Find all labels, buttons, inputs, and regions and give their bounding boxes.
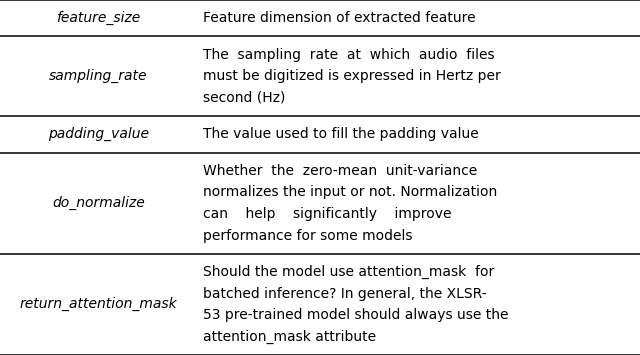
Text: Feature dimension of extracted feature: Feature dimension of extracted feature — [203, 11, 476, 25]
Text: Should the model use attention_mask  for: Should the model use attention_mask for — [203, 265, 494, 279]
Text: padding_value: padding_value — [48, 127, 149, 141]
Text: The value used to fill the padding value: The value used to fill the padding value — [203, 127, 479, 141]
Text: can    help    significantly    improve: can help significantly improve — [203, 207, 452, 221]
Text: batched inference? In general, the XLSR-: batched inference? In general, the XLSR- — [203, 286, 487, 301]
Text: return_attention_mask: return_attention_mask — [20, 297, 177, 311]
Text: do_normalize: do_normalize — [52, 196, 145, 210]
Text: second (Hz): second (Hz) — [203, 91, 285, 105]
Text: The  sampling  rate  at  which  audio  files: The sampling rate at which audio files — [203, 48, 495, 62]
Text: feature_size: feature_size — [56, 11, 141, 25]
Text: attention_mask attribute: attention_mask attribute — [203, 330, 376, 344]
Text: must be digitized is expressed in Hertz per: must be digitized is expressed in Hertz … — [203, 69, 501, 83]
Text: Whether  the  zero-mean  unit-variance: Whether the zero-mean unit-variance — [203, 164, 477, 178]
Text: sampling_rate: sampling_rate — [49, 69, 148, 83]
Text: 53 pre-trained model should always use the: 53 pre-trained model should always use t… — [203, 308, 509, 322]
Text: normalizes the input or not. Normalization: normalizes the input or not. Normalizati… — [203, 185, 497, 200]
Text: performance for some models: performance for some models — [203, 229, 413, 242]
